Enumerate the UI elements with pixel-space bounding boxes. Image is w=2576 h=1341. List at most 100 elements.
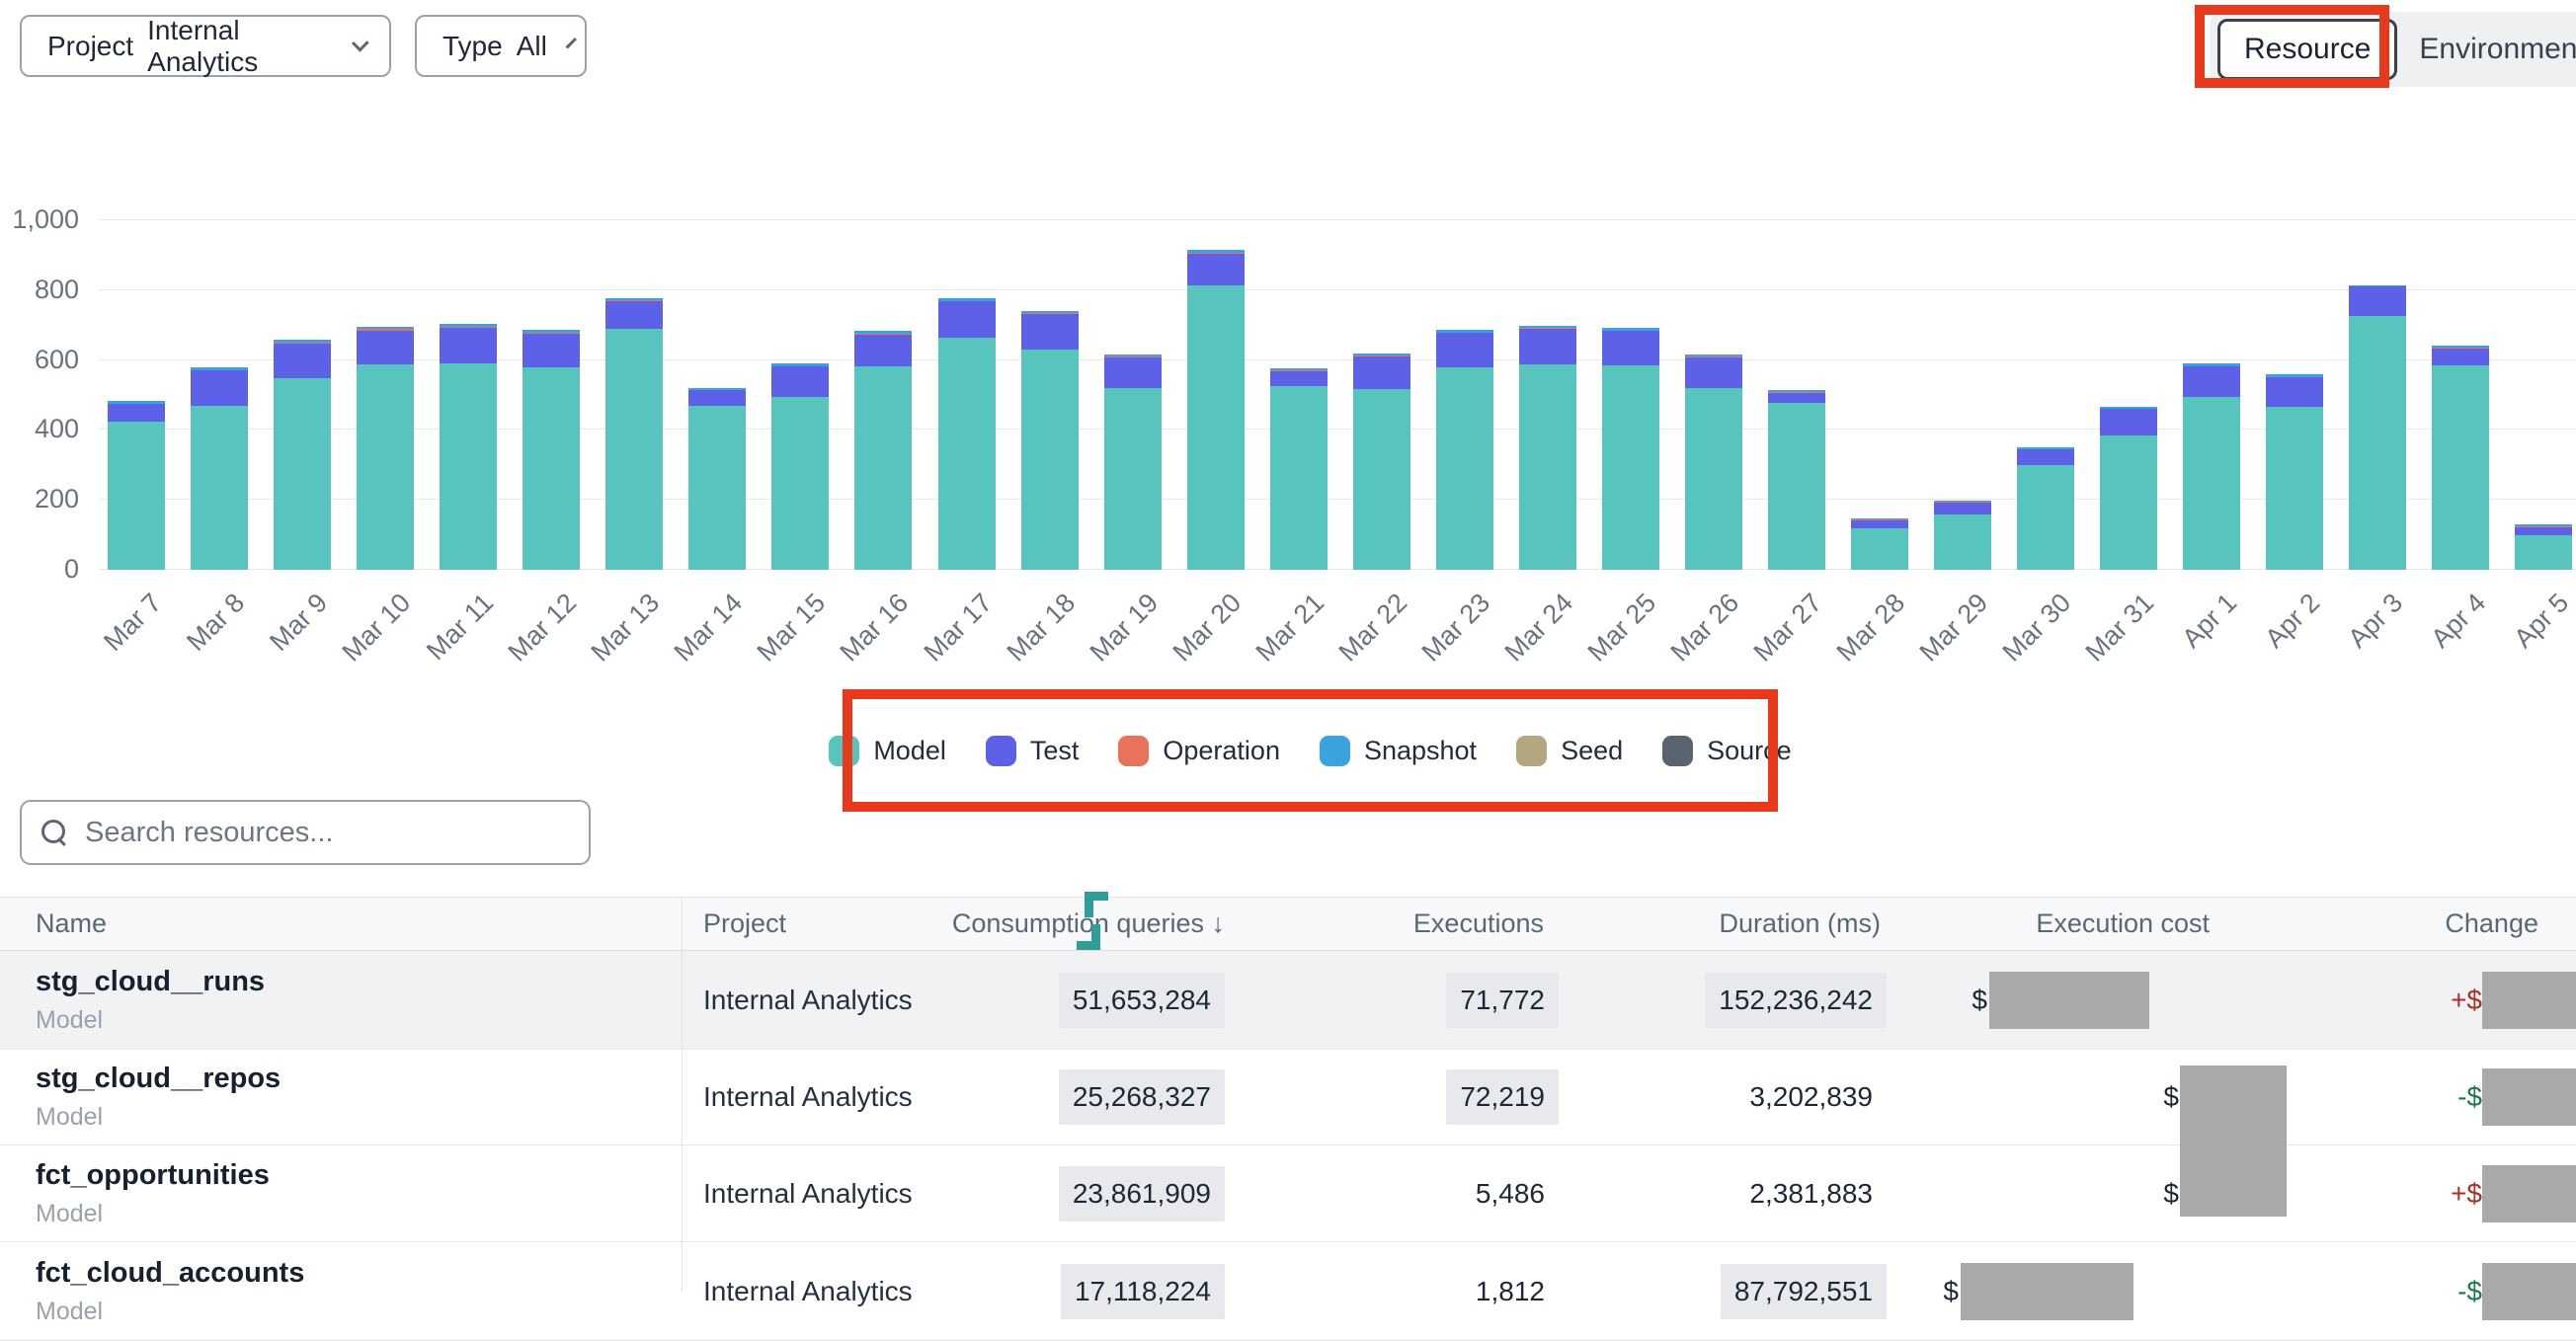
bar-segment-model (1186, 284, 1245, 570)
resource-type: Model (36, 1005, 104, 1034)
legend-item-source[interactable]: Source (1662, 735, 1792, 766)
bar-mar-27 (1768, 390, 1825, 570)
bar-segment-model (191, 405, 249, 570)
redaction-block (2482, 971, 2576, 1029)
y-axis-tick-label: 200 (34, 484, 79, 514)
bar-segment-model (2183, 396, 2241, 570)
legend-swatch-icon (1662, 735, 1694, 766)
table-row-stg_cloud__repos[interactable]: stg_cloud__repos Model Internal Analytics 2… (0, 1050, 2576, 1145)
column-header-execution-cost[interactable]: Execution cost (2036, 908, 2210, 938)
bar-segment-model (1020, 349, 1079, 570)
redaction-block (2482, 1164, 2576, 1223)
bar-segment-test (357, 330, 415, 365)
legend-swatch-icon (1319, 735, 1350, 766)
bar-segment-operation (1518, 328, 1576, 330)
bar-segment-model (1768, 402, 1825, 570)
legend-item-operation[interactable]: Operation (1118, 735, 1280, 766)
bar-segment-operation (1768, 391, 1825, 393)
legend-item-test[interactable]: Test (985, 735, 1079, 766)
executions-value: 5,486 (1475, 1177, 1545, 1209)
table-row-fct_opportunities[interactable]: fct_opportunities Model Internal Analytics… (0, 1145, 2576, 1242)
bar-segment-model (2432, 364, 2490, 570)
bar-mar-12 (523, 329, 581, 570)
type-filter-value: All (516, 30, 547, 61)
duration-value: 3,202,839 (1749, 1081, 1873, 1112)
resource-name[interactable]: fct_opportunities (36, 1158, 270, 1191)
table-row-fct_cloud_accounts[interactable]: fct_cloud_accounts Model Internal Analytic… (0, 1242, 2576, 1341)
bar-mar-17 (937, 298, 996, 570)
bar-segment-model (108, 421, 165, 570)
project-cell: Internal Analytics (703, 1177, 913, 1209)
bar-segment-snapshot (1186, 249, 1245, 253)
type-filter-dropdown[interactable]: Type All (415, 15, 587, 77)
table-row-stg_cloud__runs[interactable]: stg_cloud__runs Model Internal Analytics 51… (0, 951, 2576, 1050)
legend-item-snapshot[interactable]: Snapshot (1319, 735, 1477, 766)
bar-segment-snapshot (440, 324, 498, 327)
resource-name[interactable]: fct_cloud_accounts (36, 1256, 305, 1289)
bar-segment-model (1269, 386, 1328, 570)
bar-segment-snapshot (2266, 374, 2324, 378)
column-header-executions[interactable]: Executions (1412, 908, 1544, 938)
bar-segment-model (1352, 388, 1410, 570)
bar-segment-snapshot (2432, 346, 2490, 348)
duration-value: 152,236,242 (1705, 972, 1887, 1028)
search-box[interactable] (20, 800, 591, 865)
bar-segment-model (440, 363, 498, 570)
column-header-project[interactable]: Project (703, 908, 787, 938)
column-header-name[interactable]: Name (36, 908, 108, 938)
search-icon (41, 820, 67, 845)
type-filter-label: Type (443, 30, 503, 61)
bar-mar-13 (605, 297, 664, 570)
bar-segment-test (1435, 333, 1493, 368)
column-header-change[interactable]: Change (2445, 908, 2538, 938)
bar-segment-test (1352, 356, 1410, 389)
bar-segment-test (1601, 330, 1659, 365)
resource-tab[interactable]: Resource (2217, 19, 2398, 80)
bar-segment-snapshot (1851, 518, 1909, 520)
bar-apr-1 (2183, 362, 2241, 570)
bar-segment-snapshot (1684, 354, 1742, 356)
environment-tab[interactable]: Environment (2419, 33, 2576, 65)
bar-segment-test (771, 365, 830, 397)
bar-mar-29 (1934, 500, 1992, 570)
column-header-duration-ms-[interactable]: Duration (ms) (1719, 908, 1881, 938)
legend-swatch-icon (1118, 735, 1150, 766)
bar-segment-test (108, 403, 165, 422)
bar-mar-23 (1435, 330, 1493, 570)
resource-name[interactable]: stg_cloud__runs (36, 965, 266, 997)
bar-segment-test (2515, 526, 2573, 535)
bar-mar-20 (1186, 249, 1245, 570)
bar-segment-model (771, 396, 830, 570)
bar-segment-operation (1103, 355, 1162, 357)
legend-item-model[interactable]: Model (829, 735, 946, 766)
project-filter-dropdown[interactable]: Project Internal Analytics (20, 15, 391, 77)
bar-segment-snapshot (2515, 524, 2573, 526)
bar-segment-snapshot (771, 362, 830, 366)
bar-segment-test (1518, 329, 1576, 364)
bar-mar-14 (688, 388, 747, 570)
bar-segment-snapshot (1020, 310, 1079, 313)
gridline (99, 358, 2576, 360)
chevron-down-icon (565, 38, 577, 49)
bar-segment-test (274, 343, 332, 379)
bar-segment-test (605, 301, 664, 329)
bar-segment-model (523, 367, 581, 570)
consumption-value: 23,861,909 (1058, 1165, 1225, 1222)
resource-name[interactable]: stg_cloud__repos (36, 1063, 282, 1094)
change-prefix: -$ (2457, 1081, 2482, 1112)
legend-item-seed[interactable]: Seed (1516, 735, 1623, 766)
resource-table: Name Project Consumption queries ↓ Executio… (0, 897, 2576, 1341)
table-header-row: Name Project Consumption queries ↓ Executio… (0, 897, 2576, 951)
y-axis-tick-label: 800 (34, 274, 79, 304)
executions-value: 71,772 (1446, 972, 1559, 1028)
bar-segment-snapshot (854, 330, 913, 334)
search-input[interactable] (85, 816, 569, 849)
redaction-block (1989, 971, 2149, 1029)
cost-currency-prefix: $ (2163, 1177, 2179, 1209)
bar-segment-operation (1934, 501, 1992, 503)
legend-label: Model (873, 735, 946, 765)
bar-segment-test (854, 334, 913, 366)
bar-segment-test (937, 301, 996, 339)
bar-segment-test (523, 333, 581, 368)
gridline (99, 429, 2576, 431)
